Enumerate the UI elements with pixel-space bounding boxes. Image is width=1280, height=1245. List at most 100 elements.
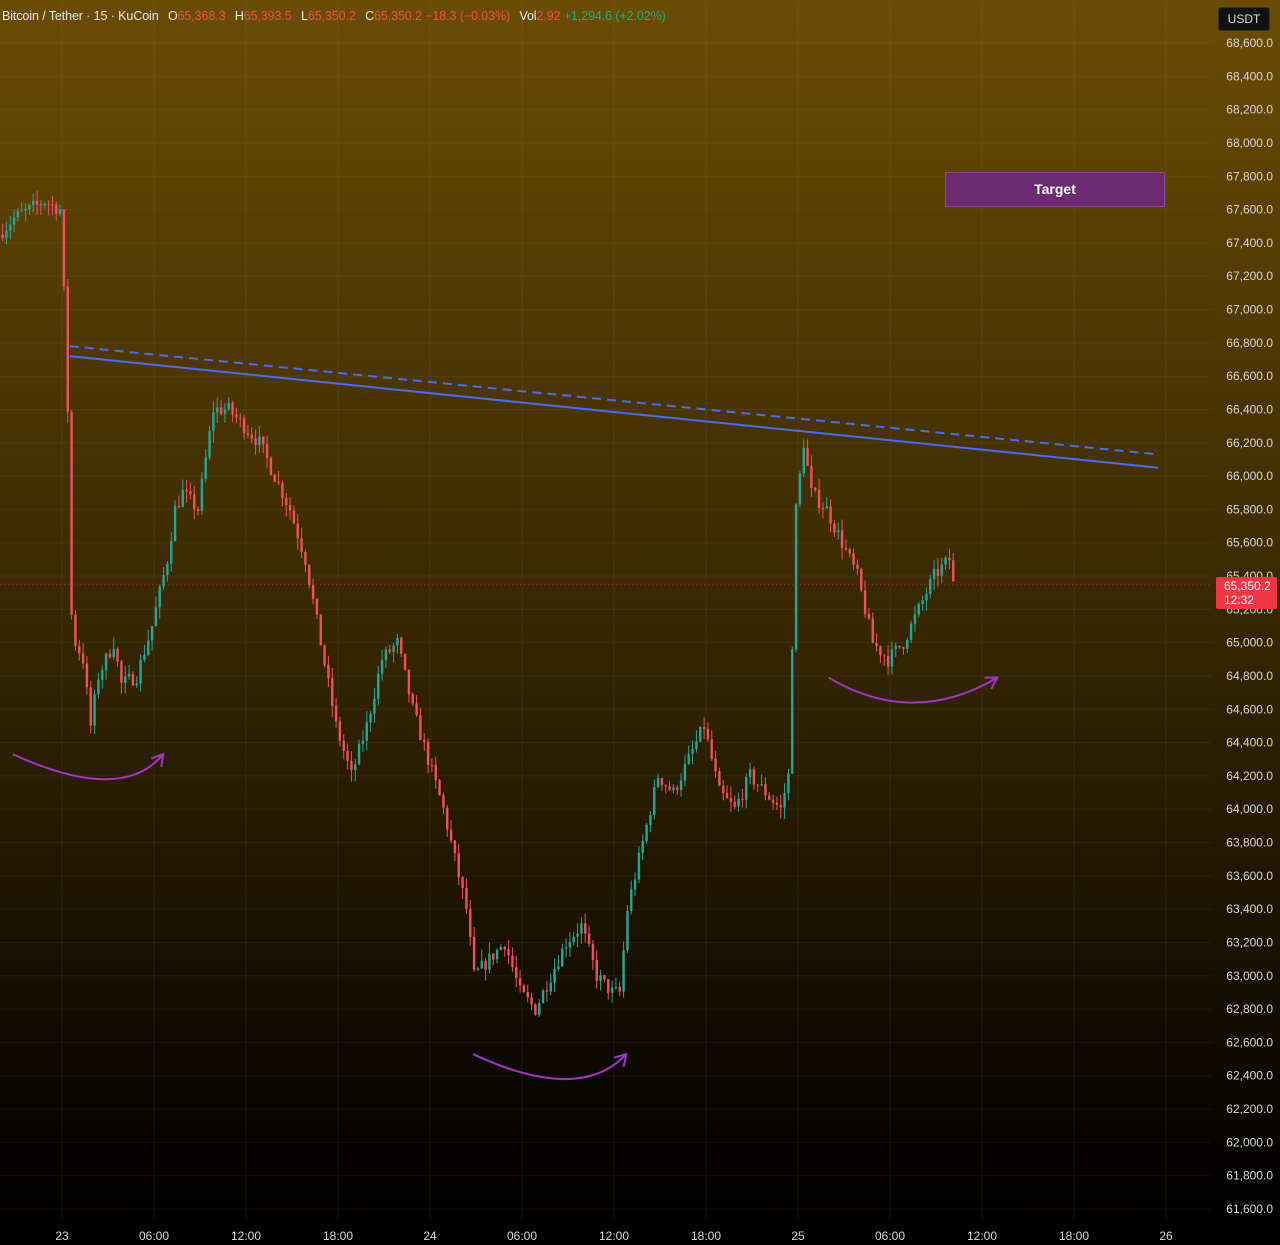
x-tick-label: 18:00 [691, 1229, 721, 1243]
candle-body [338, 721, 342, 741]
candle-body [415, 703, 418, 716]
y-tick-label: 66,000.0 [1226, 469, 1273, 483]
candle-body [545, 990, 549, 992]
candle-body [93, 694, 96, 726]
target-label-box[interactable]: Target [945, 172, 1165, 207]
candle-body [166, 563, 169, 576]
candle-body [89, 687, 92, 726]
candle-body [633, 879, 637, 890]
candle-body [319, 614, 322, 646]
x-tick-label: 06:00 [507, 1229, 537, 1243]
candle-body [81, 653, 85, 664]
candle-body [212, 412, 215, 432]
candle-body [913, 614, 917, 624]
x-tick-label: 18:00 [323, 1229, 353, 1243]
bar-countdown: 12:32 [1224, 593, 1255, 607]
candle-body [568, 942, 572, 948]
candle-body [798, 473, 802, 505]
close-label: C [365, 9, 375, 23]
low-label: L [300, 9, 308, 23]
open-value: 65,368.3 [177, 9, 226, 23]
y-tick-label: 61,800.0 [1226, 1169, 1273, 1183]
x-tick-label: 06:00 [139, 1229, 169, 1243]
volume-label: Vol [519, 9, 537, 23]
candle-body [614, 986, 618, 988]
candle-body [16, 211, 20, 218]
candle-body [756, 784, 759, 786]
candle-body [162, 575, 165, 587]
y-tick-label: 64,000.0 [1226, 802, 1273, 816]
candle-body [227, 402, 230, 410]
candle-body [12, 217, 16, 225]
candle-body [576, 933, 579, 937]
candle-body [883, 655, 886, 657]
x-tick-label: 23 [55, 1229, 69, 1243]
candle-body [47, 203, 50, 205]
candle-body [802, 448, 805, 474]
candle-body [78, 645, 81, 654]
candle-body [909, 623, 913, 641]
candle-body [771, 799, 775, 803]
candle-body [269, 457, 273, 475]
candle-body [143, 654, 146, 660]
candle-body [465, 887, 468, 910]
candle-body [449, 829, 453, 841]
candle-body [664, 785, 667, 787]
candle-body [112, 648, 115, 658]
candle-body [265, 444, 269, 458]
candle-body [518, 978, 522, 986]
candle-body [821, 507, 825, 509]
candle-body [695, 741, 698, 750]
candle-body [388, 649, 391, 652]
candle-body [691, 749, 694, 754]
y-tick-label: 64,800.0 [1226, 669, 1273, 683]
candle-body [384, 649, 388, 661]
y-tick-label: 64,600.0 [1226, 702, 1273, 716]
candle-body [20, 210, 23, 212]
candle-body [254, 438, 257, 445]
candle-body [871, 618, 874, 643]
candle-body [70, 411, 73, 615]
candle-body [461, 877, 464, 888]
candle-body [549, 982, 552, 992]
y-tick-label: 62,600.0 [1226, 1035, 1273, 1049]
x-tick-label: 12:00 [599, 1229, 629, 1243]
candle-body [668, 786, 671, 790]
candle-body [193, 494, 196, 510]
y-tick-label: 68,200.0 [1226, 103, 1273, 117]
candle-body [285, 498, 288, 505]
price-change: −18.3 (−0.03%) [425, 9, 511, 23]
candle-body [503, 946, 506, 950]
candle-body [699, 726, 702, 742]
candle-body [185, 489, 188, 492]
candle-body [764, 784, 767, 796]
candle-body [603, 975, 606, 980]
candle-body [250, 434, 253, 439]
candle-body [676, 787, 679, 790]
candle-body [296, 523, 299, 539]
candle-body [932, 568, 936, 580]
candle-body [561, 948, 564, 967]
candle-body [940, 564, 943, 576]
candle-body [258, 436, 261, 445]
high-label: H [234, 9, 244, 23]
candle-body [208, 431, 211, 458]
candle-body [607, 979, 610, 993]
candle-body [833, 523, 836, 533]
y-tick-label: 63,600.0 [1226, 869, 1273, 883]
candle-body [361, 740, 365, 744]
candle-body [794, 504, 798, 650]
candle-body [936, 568, 940, 576]
candle-body [534, 1004, 537, 1015]
candle-body [101, 670, 104, 680]
candle-body [116, 648, 119, 662]
candle-body [9, 224, 12, 231]
candle-body [323, 645, 326, 665]
candle-body [679, 780, 683, 790]
candle-body [438, 780, 441, 796]
currency-selector[interactable]: USDT [1218, 7, 1270, 31]
candle-body [929, 579, 932, 595]
volume-value: 2.92 [536, 9, 561, 23]
candle-body [810, 465, 813, 488]
